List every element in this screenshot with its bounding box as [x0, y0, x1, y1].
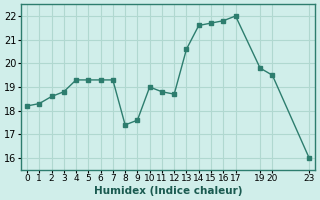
X-axis label: Humidex (Indice chaleur): Humidex (Indice chaleur) [94, 186, 242, 196]
